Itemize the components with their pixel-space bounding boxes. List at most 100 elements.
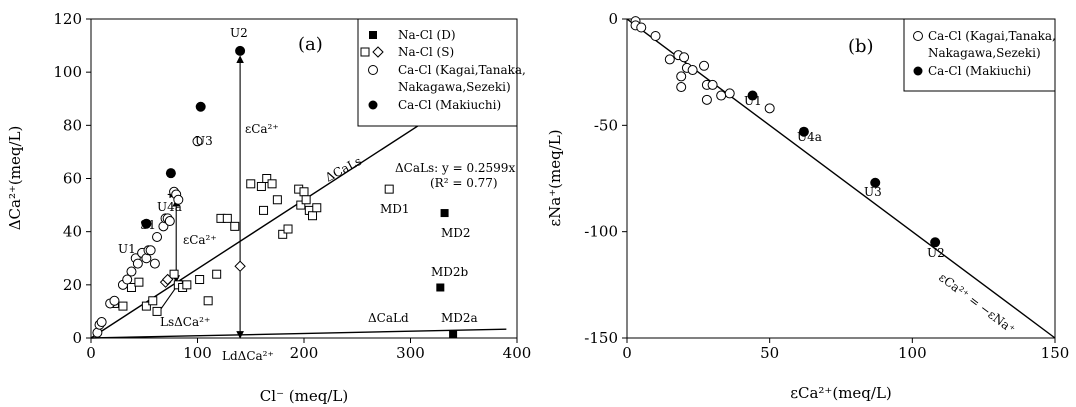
a-y-tick-label: 0 (72, 329, 82, 347)
plot-area-b (626, 18, 1056, 339)
a-point-open-square (246, 179, 256, 189)
legend-label-b-ca-cl-kagai-1: Ca-Cl (Kagai,Tanaka, (928, 29, 1056, 43)
point-label-md2: MD2 (441, 226, 471, 240)
legend-label-ca-cl-makiuchi: Ca-Cl (Makiuchi) (398, 98, 501, 112)
a-point-open-diamond (161, 273, 174, 286)
a-point-open-square (267, 179, 277, 189)
a-point-open-square (272, 195, 282, 205)
a-y-tick-label: 120 (53, 10, 82, 28)
legend-label-na-cl-d: Na-Cl (D) (398, 28, 456, 42)
b-point-open-circle (716, 90, 727, 101)
ticks-b: 0 50 100 150 0 -50 -100 -150 (584, 10, 1069, 362)
legend-marker-b-ca-cl-kagai (913, 31, 923, 41)
b-point-open-circle (664, 54, 675, 65)
line-label-ls: ΔCaLs (323, 154, 364, 185)
a-point-open-square (118, 301, 128, 311)
b-point-open-circle (764, 103, 775, 114)
a-point-filled-square (440, 209, 449, 218)
a-point-open-circle (145, 245, 156, 256)
a-x-tick-label: 400 (503, 344, 532, 362)
a-trend-line-1 (90, 328, 507, 339)
legend-label-ca-cl-kagai-2: Nakagawa,Sezeki) (398, 80, 511, 94)
panel-label-a: (a) (298, 34, 323, 55)
b-x-tick-label: 150 (1041, 344, 1070, 362)
b-x-tick-label: 100 (898, 344, 927, 362)
a-point-open-square (256, 181, 266, 191)
point-label-s1: S1 (140, 218, 156, 232)
a-point-filled-circle (195, 101, 206, 112)
b-point-open-circle (676, 71, 687, 82)
a-point-open-square (152, 306, 162, 316)
a-point-open-circle (126, 266, 137, 277)
b-point-filled-circle (870, 177, 881, 188)
a-point-filled-circle (165, 168, 176, 179)
line-label-ld: ΔCaLd (368, 311, 409, 325)
a-point-open-square (283, 224, 293, 234)
point-label-u3: U3 (195, 134, 213, 148)
legend-marker-ca-cl-kagai (368, 65, 378, 75)
legend-marker-na-cl-d (369, 31, 377, 39)
b-point-open-circle (650, 31, 661, 42)
a-point-open-square (278, 229, 288, 239)
a-y-tick-label: 20 (63, 276, 82, 294)
y-axis-label-b: εNa⁺(meq/L) (546, 129, 564, 226)
b-point-open-circle (636, 22, 647, 33)
legend-label-b-ca-cl-makiuchi: Ca-Cl (Makiuchi) (928, 64, 1031, 78)
point-label-b-u1: U1 (744, 94, 762, 108)
legend-box-b (903, 18, 1056, 92)
a-point-open-circle (96, 317, 107, 328)
a-point-open-square (195, 275, 205, 285)
legend-b: Ca-Cl (Kagai,Tanaka, Nakagawa,Sezeki) Ca… (903, 18, 1056, 92)
legend-marker-b-ca-cl-makiuchi (913, 66, 923, 76)
point-label-u1: U1 (118, 242, 136, 256)
a-point-open-circle (149, 258, 160, 269)
arrow-label-eps-s1: εCa²⁺ (183, 233, 217, 247)
a-point-open-square (296, 200, 306, 210)
a-point-filled-circle (235, 45, 246, 56)
legend-marker-ca-cl-makiuchi (368, 100, 378, 110)
legend-box-a (357, 18, 518, 127)
a-point-open-square (141, 301, 151, 311)
panel-label-b: (b) (848, 36, 874, 57)
equation-label: ΔCaLs: y = 0.2599x (395, 161, 515, 175)
legend-label-b-ca-cl-kagai-2: Nakagawa,Sezeki) (928, 46, 1041, 60)
a-point-open-square (230, 221, 240, 231)
point-label-u2: U2 (230, 26, 248, 40)
a-point-open-square (203, 296, 213, 306)
a-point-open-square (182, 280, 192, 290)
a-point-open-square (212, 269, 222, 279)
a-x-tick-label: 200 (290, 344, 319, 362)
b-y-tick-label: -150 (584, 329, 618, 347)
b-x-tick-label: 50 (760, 344, 779, 362)
points-a (92, 45, 458, 339)
b-point-open-circle (707, 79, 718, 90)
b-point-open-circle (679, 52, 690, 63)
panel-a: 0 100 200 300 400 0 20 40 60 80 100 120 (a) ΔCaLs: … (6, 10, 531, 405)
arrow-label-ls-delta: LsΔCa²⁺ (160, 315, 210, 329)
b-point-open-circle (724, 88, 735, 99)
a-y-tick-label: 100 (53, 63, 82, 81)
arrows-a (158, 55, 244, 339)
a-point-open-circle (132, 258, 143, 269)
x-axis-label-a: Cl⁻ (meq/L) (260, 387, 348, 405)
a-point-open-square (259, 205, 269, 215)
a-point-open-square (222, 213, 232, 223)
b-x-tick-label: 0 (622, 344, 632, 362)
legend-marker-na-cl-s-square (360, 47, 370, 57)
fit-lines-b (626, 18, 1056, 339)
b-point-filled-circle (798, 126, 809, 137)
a-point-filled-square (449, 330, 458, 339)
a-point-open-square (384, 184, 394, 194)
a-point-open-circle (173, 194, 184, 205)
point-label-md2a: MD2a (441, 311, 478, 325)
arrow-label-eps-u2: εCa²⁺ (245, 122, 279, 136)
a-point-open-square (308, 211, 318, 221)
a-point-open-square (169, 269, 179, 279)
legend-label-na-cl-s: Na-Cl (S) (398, 45, 454, 59)
b-y-tick-label: -100 (584, 223, 618, 241)
r2-label: (R² = 0.77) (430, 176, 498, 190)
point-label-b-u2: U2 (927, 246, 945, 260)
a-y-tick-label: 40 (63, 223, 82, 241)
b-point-open-circle (699, 60, 710, 71)
a-point-open-square (134, 277, 144, 287)
